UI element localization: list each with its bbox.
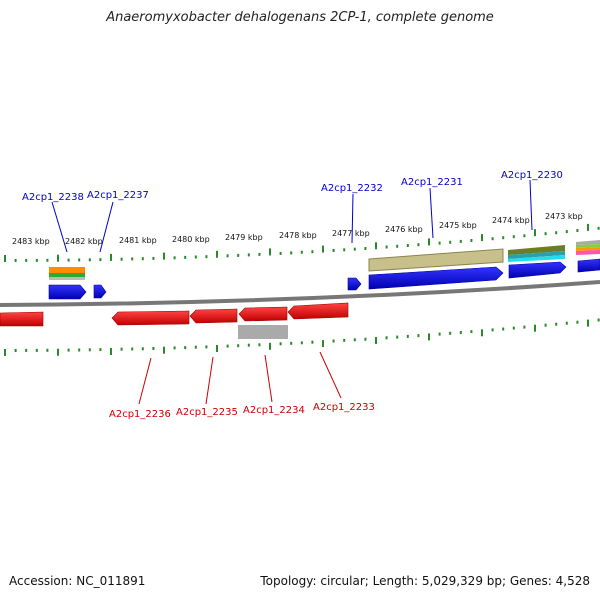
reverse-cds-track	[0, 302, 349, 327]
feature-band	[368, 248, 504, 272]
scale-label: 2478 kbp	[279, 231, 317, 240]
label-leader	[51, 201, 68, 253]
scale-ticks-forward	[4, 223, 600, 262]
label-leader	[138, 357, 152, 405]
scale-label: 2474 kbp	[492, 216, 530, 225]
feature-band	[49, 277, 85, 280]
reverse-cds-arrow	[189, 308, 238, 324]
label-leader	[351, 193, 354, 244]
reverse-cds-arrow	[0, 311, 44, 327]
scale-label: 2477 kbp	[332, 229, 370, 238]
feature-bands	[49, 240, 600, 339]
forward-gene-labels: A2cp1_2238 A2cp1_2237 A2cp1_2232 A2cp1_2…	[22, 170, 563, 203]
forward-label-leaders	[51, 179, 533, 253]
gene-label[interactable]: A2cp1_2233	[313, 402, 375, 413]
forward-cds-track	[48, 258, 600, 300]
feature-band	[49, 267, 85, 273]
scale-label: 2480 kbp	[172, 235, 210, 244]
label-leader	[99, 201, 114, 253]
label-leader	[529, 179, 533, 231]
scale-label: 2482 kbp	[65, 237, 103, 246]
forward-cds-arrow	[347, 277, 362, 291]
genome-backbone	[0, 280, 600, 307]
gene-label[interactable]: A2cp1_2231	[401, 177, 463, 188]
gene-label[interactable]: A2cp1_2238	[22, 192, 84, 203]
feature-band	[576, 240, 600, 245]
forward-cds-arrow	[577, 258, 600, 273]
reverse-cds-arrow	[287, 302, 349, 320]
gene-label[interactable]: A2cp1_2230	[501, 170, 563, 181]
scale-ticks-reverse	[4, 318, 600, 356]
gene-label[interactable]: A2cp1_2236	[109, 409, 171, 420]
feature-band	[508, 255, 565, 262]
feature-band	[576, 244, 600, 248]
accession-text: Accession: NC_011891	[9, 574, 146, 588]
forward-cds-arrow	[508, 261, 567, 279]
scale-label: 2483 kbp	[12, 237, 50, 246]
reverse-cds-arrow	[111, 310, 190, 326]
scale-label: 2481 kbp	[119, 236, 157, 245]
feature-band	[576, 250, 600, 255]
feature-band	[508, 251, 565, 259]
forward-cds-arrow	[368, 266, 504, 290]
feature-band	[49, 273, 85, 277]
gene-label[interactable]: A2cp1_2234	[243, 405, 305, 416]
label-leader	[319, 351, 342, 399]
forward-cds-arrow	[48, 284, 87, 300]
scale-label: 2479 kbp	[225, 233, 263, 242]
scale-label: 2475 kbp	[439, 221, 477, 230]
gene-label[interactable]: A2cp1_2235	[176, 407, 238, 418]
label-leader	[205, 356, 214, 405]
feature-band	[238, 325, 288, 339]
scale-label: 2476 kbp	[385, 225, 423, 234]
scale-labels: 2483 kbp 2482 kbp 2481 kbp 2480 kbp 2479…	[12, 212, 583, 246]
feature-band	[508, 245, 565, 255]
gene-label[interactable]: A2cp1_2232	[321, 183, 383, 194]
scale-label: 2473 kbp	[545, 212, 583, 221]
label-leader	[429, 187, 434, 239]
genome-summary-text: Topology: circular; Length: 5,029,329 bp…	[260, 574, 590, 588]
map-title: Anaeromyxobacter dehalogenans 2CP-1, com…	[106, 10, 494, 25]
reverse-label-leaders	[138, 351, 342, 405]
reverse-cds-arrow	[238, 306, 288, 322]
feature-band	[576, 247, 600, 251]
label-leader	[264, 354, 273, 403]
gene-label[interactable]: A2cp1_2237	[87, 190, 149, 201]
reverse-gene-labels: A2cp1_2236 A2cp1_2235 A2cp1_2234 A2cp1_2…	[109, 402, 375, 420]
forward-cds-arrow	[93, 284, 107, 299]
